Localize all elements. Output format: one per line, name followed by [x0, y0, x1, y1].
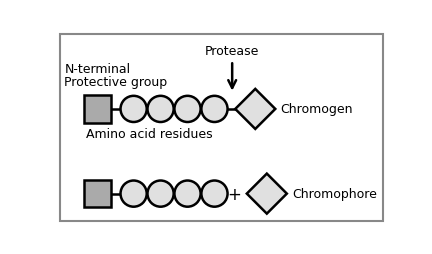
Text: +: + — [227, 185, 241, 203]
Bar — [83, 180, 111, 208]
Text: Chromogen: Chromogen — [280, 103, 353, 116]
Circle shape — [201, 181, 228, 207]
Bar — [83, 96, 111, 123]
Circle shape — [201, 97, 228, 122]
Text: Chromophore: Chromophore — [292, 187, 377, 200]
Text: Protective group: Protective group — [64, 75, 168, 88]
Circle shape — [175, 181, 200, 207]
Circle shape — [121, 97, 147, 122]
Circle shape — [121, 181, 147, 207]
Text: N-terminal: N-terminal — [64, 62, 130, 75]
Polygon shape — [247, 174, 287, 214]
Circle shape — [175, 97, 200, 122]
Polygon shape — [235, 90, 275, 130]
Circle shape — [147, 97, 174, 122]
Circle shape — [147, 181, 174, 207]
Text: Amino acid residues: Amino acid residues — [86, 128, 213, 140]
Text: Protease: Protease — [205, 45, 259, 58]
